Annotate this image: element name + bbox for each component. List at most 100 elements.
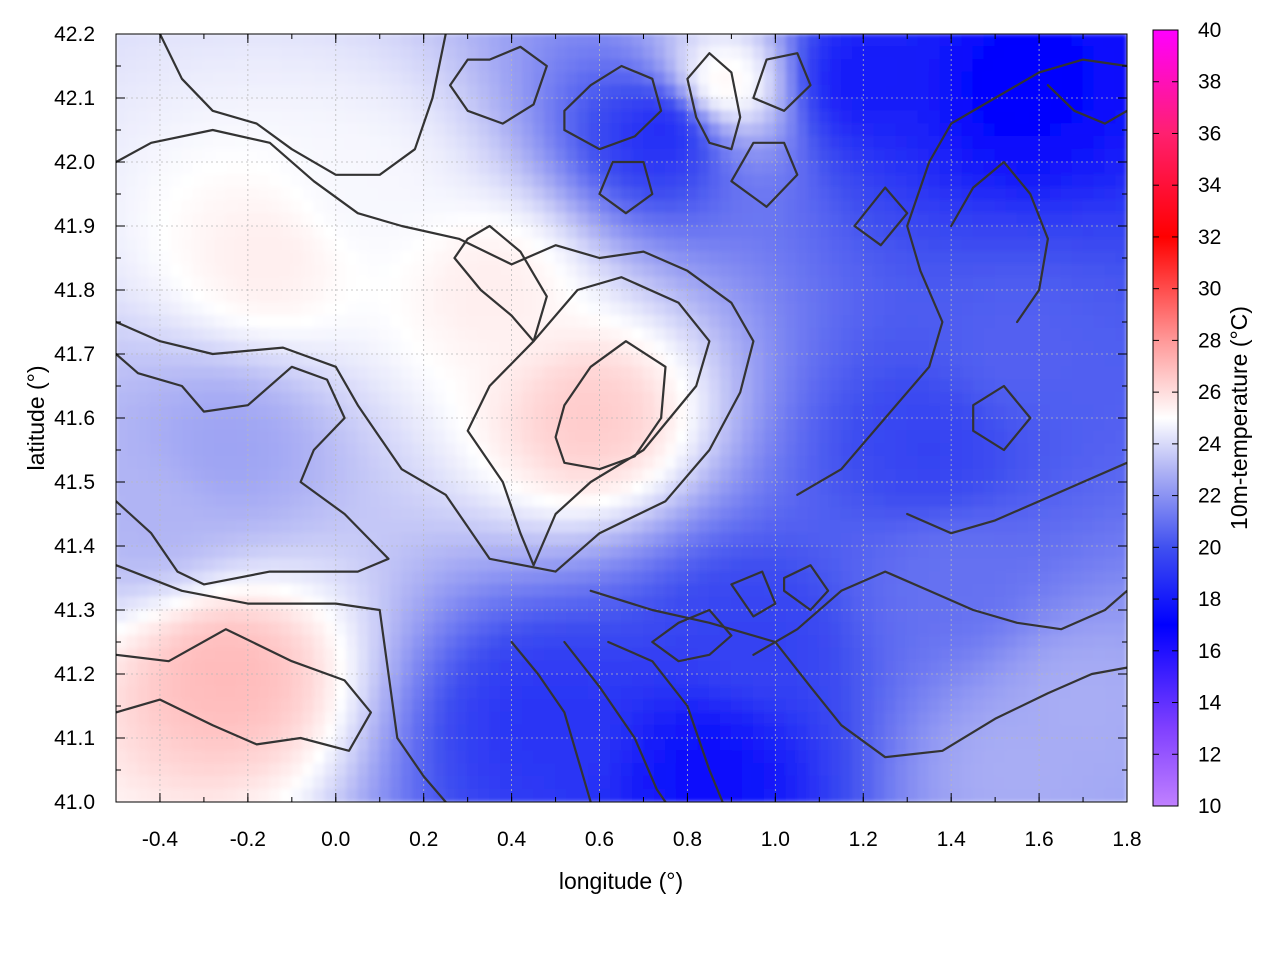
heatmap-cell [236, 622, 249, 637]
heatmap-cell [214, 609, 227, 624]
heatmap-cell [258, 391, 271, 406]
heatmap-cell [357, 315, 370, 329]
heatmap-cell [818, 379, 831, 393]
heatmap-cell [1071, 622, 1084, 637]
heatmap-cell [697, 673, 710, 688]
heatmap-cell [116, 315, 128, 329]
heatmap-cell [335, 71, 348, 86]
heatmap-cell [961, 379, 974, 393]
heatmap-cell [950, 673, 963, 688]
heatmap-cell [1093, 379, 1106, 393]
heatmap-cell [675, 353, 688, 368]
heatmap-cell [522, 199, 535, 214]
heatmap-cell [610, 263, 622, 278]
heatmap-cell [555, 161, 568, 176]
heatmap-cell [1049, 263, 1062, 278]
heatmap-cell [116, 660, 128, 675]
heatmap-cell [1005, 417, 1018, 432]
heatmap-cell [368, 225, 381, 240]
heatmap-cell [137, 263, 150, 278]
heatmap-cell [401, 430, 414, 445]
heatmap-cell [599, 673, 611, 688]
heatmap-cell [116, 558, 128, 573]
heatmap-cell [807, 507, 820, 521]
heatmap-cell [280, 494, 293, 509]
heatmap-cell [126, 583, 139, 598]
heatmap-cell [884, 238, 897, 253]
heatmap-cell [763, 148, 776, 163]
heatmap-cell [917, 379, 930, 393]
heatmap-cell [258, 97, 271, 112]
heatmap-cell [884, 123, 897, 137]
heatmap-cell [456, 135, 469, 150]
heatmap-cell [588, 443, 600, 457]
heatmap-cell [906, 609, 919, 624]
heatmap-cell [368, 519, 381, 534]
heatmap-cell [313, 199, 326, 214]
heatmap-cell [544, 187, 557, 201]
heatmap-cell [566, 494, 579, 509]
heatmap-cell [632, 135, 644, 150]
heatmap-cell [302, 519, 315, 534]
heatmap-cell [412, 494, 425, 509]
heatmap-cell [610, 187, 622, 201]
heatmap-cell [1016, 34, 1029, 48]
heatmap-cell [599, 558, 611, 573]
heatmap-cell [467, 174, 480, 189]
heatmap-cell [116, 302, 128, 317]
heatmap-cell [181, 34, 194, 48]
heatmap-cell [1093, 238, 1106, 253]
heatmap-cell [181, 161, 194, 176]
heatmap-cell [588, 404, 600, 419]
heatmap-cell [840, 494, 853, 509]
heatmap-cell [807, 545, 820, 560]
heatmap-cell [181, 315, 194, 329]
heatmap-cell [170, 468, 183, 483]
heatmap-cell [555, 34, 568, 48]
heatmap-cell [1016, 455, 1029, 470]
heatmap-cell [137, 238, 150, 253]
heatmap-cell [181, 699, 194, 713]
heatmap-cell [697, 71, 710, 86]
heatmap-cell [346, 571, 359, 585]
heatmap-cell [445, 481, 458, 496]
heatmap-cell [665, 71, 677, 86]
heatmap-cell [939, 583, 952, 598]
heatmap-cell [566, 84, 579, 99]
heatmap-cell [588, 315, 600, 329]
heatmap-cell [1115, 276, 1127, 291]
heatmap-cell [840, 379, 853, 393]
heatmap-cell [533, 711, 546, 726]
heatmap-cell [280, 212, 293, 227]
heatmap-cell [566, 507, 579, 521]
heatmap-cell [1082, 404, 1095, 419]
heatmap-cell [785, 353, 798, 368]
heatmap-cell [434, 251, 447, 265]
heatmap-cell [1038, 315, 1051, 329]
heatmap-cell [478, 583, 491, 598]
heatmap-cell [346, 699, 359, 713]
heatmap-cell [807, 110, 820, 125]
heatmap-cell [994, 622, 1007, 637]
heatmap-cell [412, 161, 425, 176]
heatmap-cell [1005, 571, 1018, 585]
heatmap-cell [1027, 468, 1040, 483]
heatmap-cell [566, 46, 579, 61]
heatmap-cell [357, 391, 370, 406]
heatmap-cell [577, 174, 589, 189]
heatmap-cell [862, 263, 875, 278]
heatmap-cell [214, 276, 227, 291]
heatmap-cell [807, 289, 820, 304]
heatmap-cell [654, 673, 666, 688]
heatmap-cell [588, 609, 600, 624]
heatmap-cell [1060, 84, 1073, 99]
heatmap-cell [675, 545, 688, 560]
heatmap-cell [906, 34, 919, 48]
heatmap-cell [928, 596, 941, 611]
heatmap-cell [1049, 225, 1062, 240]
heatmap-cell [741, 289, 754, 304]
heatmap-cell [1016, 379, 1029, 393]
heatmap-cell [511, 46, 524, 61]
heatmap-cell [434, 519, 447, 534]
heatmap-cell [840, 596, 853, 611]
